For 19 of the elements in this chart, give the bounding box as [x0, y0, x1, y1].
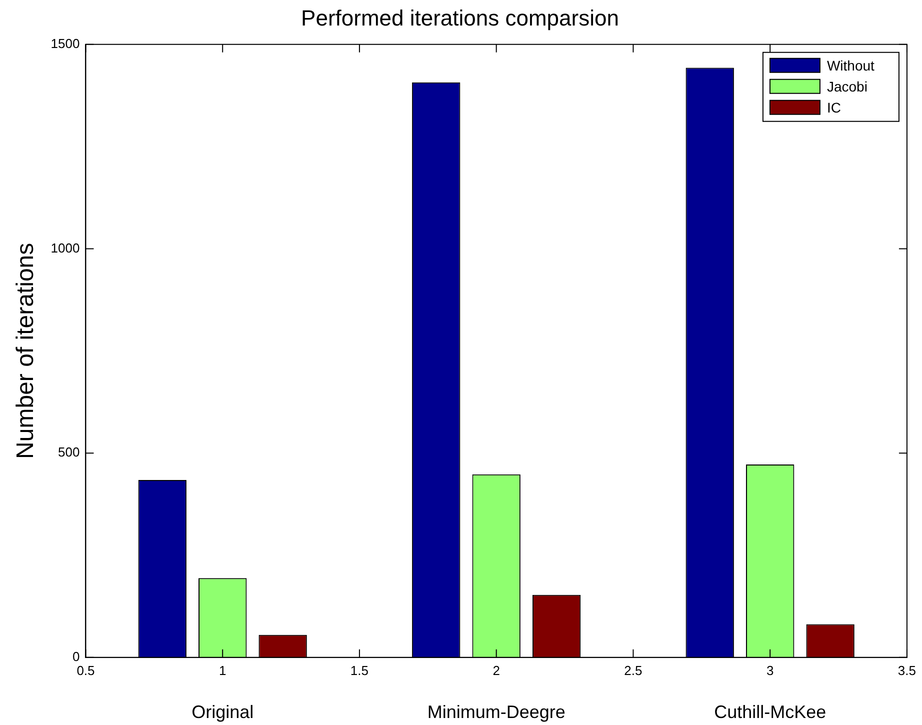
x-tick-label: 3 — [766, 662, 774, 678]
chart-title: Performed iterations comparsion — [301, 5, 619, 30]
legend-label: IC — [826, 99, 841, 116]
text: Original — [192, 702, 254, 722]
x-tick-label: 3.5 — [898, 662, 916, 678]
x-tick-label: 1 — [218, 662, 226, 678]
text: Minimum-Deegre — [427, 702, 566, 722]
y-axis-title: Number of iterations — [12, 242, 40, 459]
text: Cuthill-McKee — [714, 702, 826, 722]
y-tick-label: 500 — [58, 444, 80, 460]
y-tick-label: 1000 — [50, 240, 80, 256]
legend-label: Jacobi — [826, 78, 868, 94]
x-tick-label: 2.5 — [624, 662, 642, 678]
legend-label: Without — [826, 57, 875, 74]
x-tick-label: 2 — [492, 662, 500, 678]
x-tick-label: 1.5 — [350, 662, 369, 678]
x-tick-label: 0.5 — [76, 662, 95, 678]
y-tick-label: 1500 — [50, 36, 80, 51]
y-tick-label: 0 — [72, 648, 80, 664]
